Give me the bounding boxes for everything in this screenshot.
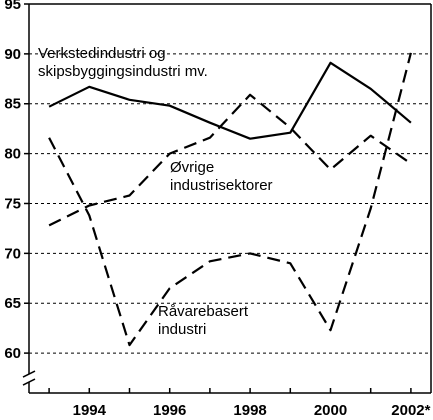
y-tick-label-90: 90 [4,46,21,63]
series-label-ravarebasert-industri: Råvarebasert industri [158,303,249,338]
axis-layer: 60 65 70 75 80 85 90 95 1994 1996 1998 2000 2002* [4,0,432,419]
y-tick-label-80: 80 [4,146,21,163]
series-layer [48,52,412,347]
series-label-ovrige-industrisektorer: Øvrige industrisektorer [170,159,273,194]
y-tick-label-60: 60 [4,345,21,362]
x-tick-label-1994: 1994 [73,402,107,419]
series-label-verkstedindustri: Verkstedindustri og skipsbyggingsindustri… [38,45,208,80]
y-tick-label-75: 75 [4,195,21,212]
series-line-ovrige-industrisektorer [48,93,412,227]
x-tick-label-2002: 2002* [391,402,430,419]
label-layer: Verkstedindustri og skipsbyggingsindustri… [38,45,273,338]
y-tick-label-65: 65 [4,295,21,312]
x-tick-label-2000: 2000 [314,402,347,419]
y-tick-label-85: 85 [4,96,21,113]
axis-break-mark-2 [22,378,36,386]
axis-break-mark-1 [22,370,36,378]
y-tick-label-70: 70 [4,245,21,262]
series-line-ravarebasert-industri [48,52,412,347]
y-tick-label-95: 95 [4,0,21,13]
x-tick-label-1996: 1996 [153,402,186,419]
x-tick-label-1998: 1998 [233,402,266,419]
series-line-verkstedindustri [48,61,412,140]
